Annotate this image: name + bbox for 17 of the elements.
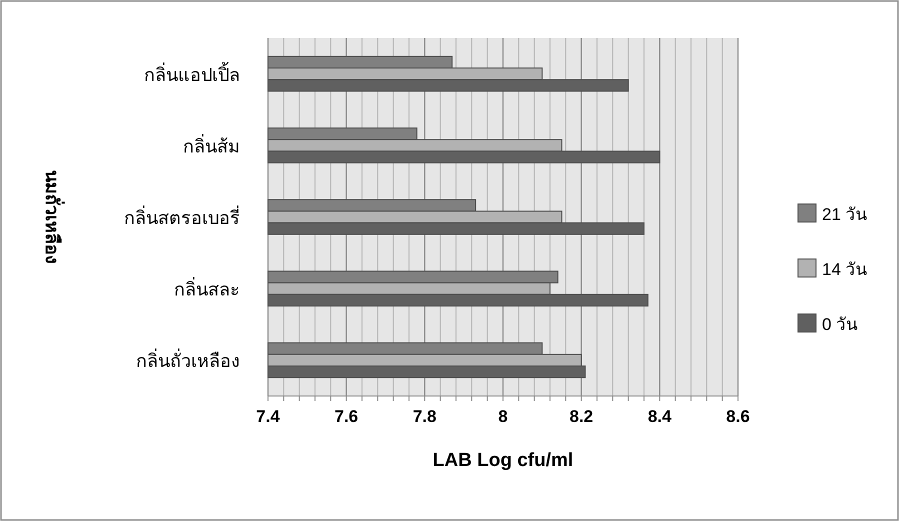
x-tick-label: 8.6	[726, 407, 750, 426]
x-axis-title: LAB Log cfu/ml	[432, 450, 574, 471]
x-tick-label: 7.4	[256, 407, 280, 426]
legend-label: 0 วัน	[822, 315, 858, 334]
y-axis-title: นมถั่วเหลือง	[42, 170, 65, 264]
y-tick-label: กลิ่นแอปเปิ้ล	[144, 62, 240, 85]
x-tick-label: 8	[498, 407, 508, 426]
legend-label: 14 วัน	[822, 260, 868, 279]
y-tick-label: กลิ่นส้ม	[183, 133, 240, 156]
y-tick-label: กลิ่นสตรอเบอรี่	[124, 205, 240, 228]
x-tick-label: 7.8	[412, 407, 436, 426]
y-tick-label: กลิ่นสละ	[174, 276, 240, 300]
x-tick-label: 8.2	[570, 407, 594, 426]
x-tick-label: 7.6	[334, 407, 358, 426]
y-tick-label: กลิ่นถั่วเหลือง	[136, 348, 240, 372]
x-tick-label: 8.4	[648, 407, 672, 426]
legend-label: 21 วัน	[822, 205, 868, 224]
